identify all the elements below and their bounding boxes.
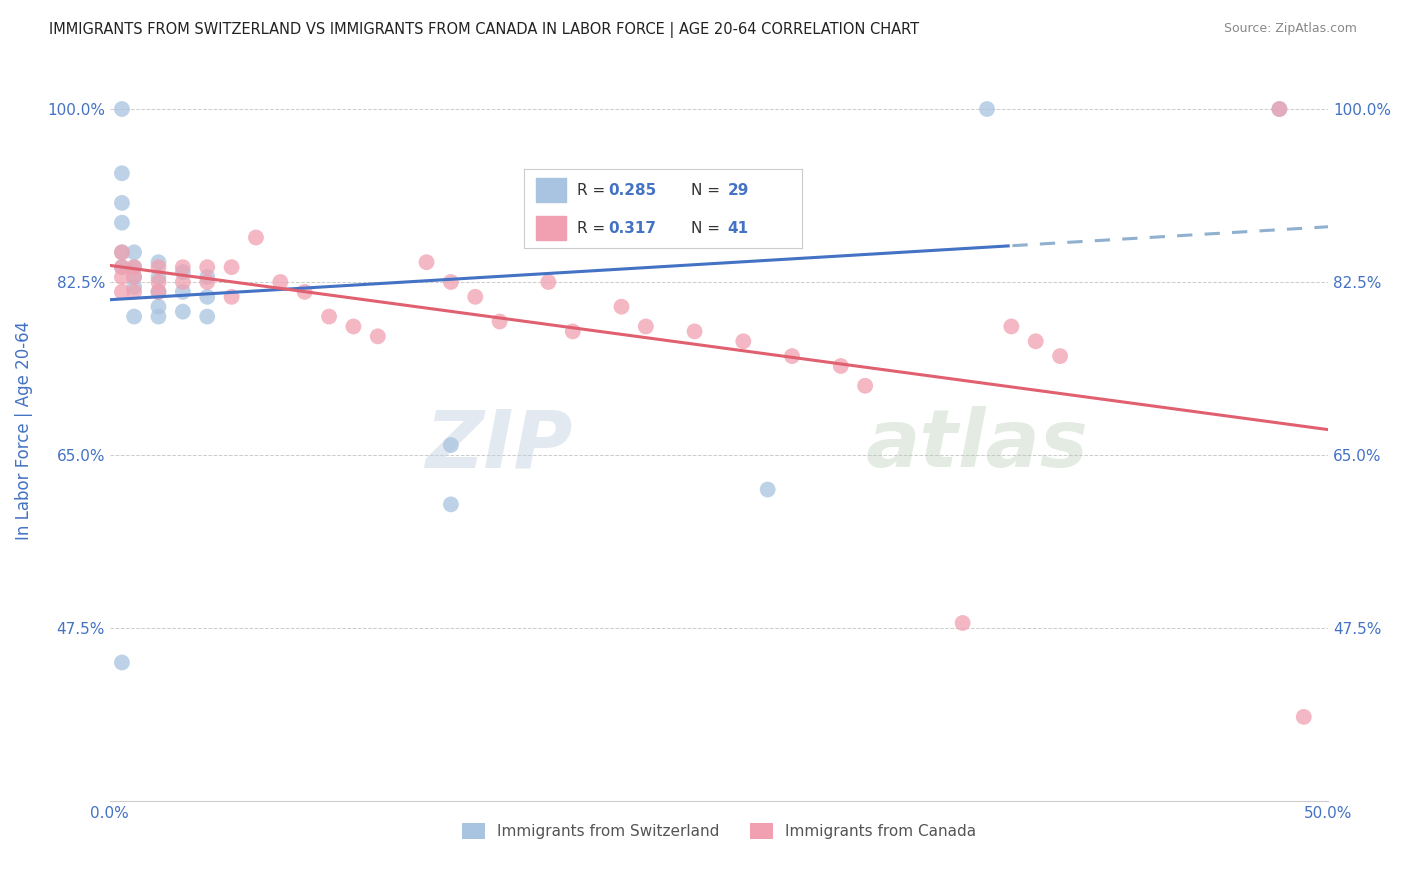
Point: [111, 166, 134, 180]
Point: [122, 260, 145, 275]
Point: [221, 290, 243, 304]
Text: ZIP: ZIP: [426, 406, 572, 484]
Point: [1268, 102, 1291, 116]
Point: [111, 245, 134, 260]
Text: 41: 41: [727, 220, 748, 235]
Point: [1292, 710, 1315, 724]
Point: [111, 260, 134, 275]
Point: [195, 275, 218, 289]
Point: [488, 314, 510, 328]
Point: [111, 270, 134, 285]
Point: [111, 195, 134, 210]
Text: R =: R =: [578, 220, 610, 235]
Point: [195, 290, 218, 304]
Point: [830, 359, 852, 373]
Point: [172, 260, 194, 275]
Text: N =: N =: [692, 183, 725, 198]
Point: [537, 275, 560, 289]
Point: [440, 275, 463, 289]
Point: [780, 349, 803, 363]
Point: [148, 285, 170, 299]
Point: [610, 300, 633, 314]
Legend: Immigrants from Switzerland, Immigrants from Canada: Immigrants from Switzerland, Immigrants …: [456, 817, 983, 845]
Point: [294, 285, 316, 299]
Point: [440, 438, 463, 452]
Point: [634, 319, 657, 334]
Point: [122, 310, 145, 324]
Point: [952, 615, 974, 630]
Point: [1049, 349, 1071, 363]
Text: atlas: atlas: [865, 406, 1088, 484]
Point: [148, 285, 170, 299]
Point: [111, 285, 134, 299]
Point: [148, 270, 170, 285]
Point: [122, 260, 145, 275]
Point: [1025, 334, 1047, 349]
Point: [148, 255, 170, 269]
Point: [853, 378, 876, 392]
Text: N =: N =: [692, 220, 725, 235]
Point: [195, 310, 218, 324]
Point: [683, 325, 706, 339]
Point: [122, 285, 145, 299]
Point: [733, 334, 755, 349]
Point: [172, 285, 194, 299]
Text: 29: 29: [727, 183, 748, 198]
Point: [221, 260, 243, 275]
Point: [148, 300, 170, 314]
Point: [148, 310, 170, 324]
Point: [122, 270, 145, 285]
Text: R =: R =: [578, 183, 610, 198]
Y-axis label: In Labor Force | Age 20-64: In Labor Force | Age 20-64: [15, 321, 32, 540]
Point: [464, 290, 486, 304]
Point: [122, 270, 145, 285]
Point: [111, 656, 134, 670]
Bar: [536, 178, 567, 202]
Point: [269, 275, 291, 289]
Point: [245, 230, 267, 244]
Point: [1268, 102, 1291, 116]
Point: [318, 310, 340, 324]
Point: [367, 329, 389, 343]
Point: [172, 275, 194, 289]
Point: [111, 245, 134, 260]
Point: [172, 304, 194, 318]
Text: 0.317: 0.317: [607, 220, 655, 235]
Point: [122, 280, 145, 294]
Point: [537, 230, 560, 244]
Point: [1000, 319, 1022, 334]
Point: [148, 275, 170, 289]
Text: 0.285: 0.285: [607, 183, 657, 198]
Point: [415, 255, 437, 269]
Point: [172, 265, 194, 279]
Point: [111, 102, 134, 116]
Point: [148, 260, 170, 275]
Point: [111, 260, 134, 275]
Text: Source: ZipAtlas.com: Source: ZipAtlas.com: [1223, 22, 1357, 36]
Point: [195, 260, 218, 275]
Point: [195, 270, 218, 285]
Bar: [536, 216, 567, 240]
Point: [342, 319, 364, 334]
Point: [111, 216, 134, 230]
Point: [122, 245, 145, 260]
Point: [440, 497, 463, 511]
Point: [976, 102, 998, 116]
Text: IMMIGRANTS FROM SWITZERLAND VS IMMIGRANTS FROM CANADA IN LABOR FORCE | AGE 20-64: IMMIGRANTS FROM SWITZERLAND VS IMMIGRANT…: [49, 22, 920, 38]
Point: [756, 483, 779, 497]
Point: [561, 325, 583, 339]
